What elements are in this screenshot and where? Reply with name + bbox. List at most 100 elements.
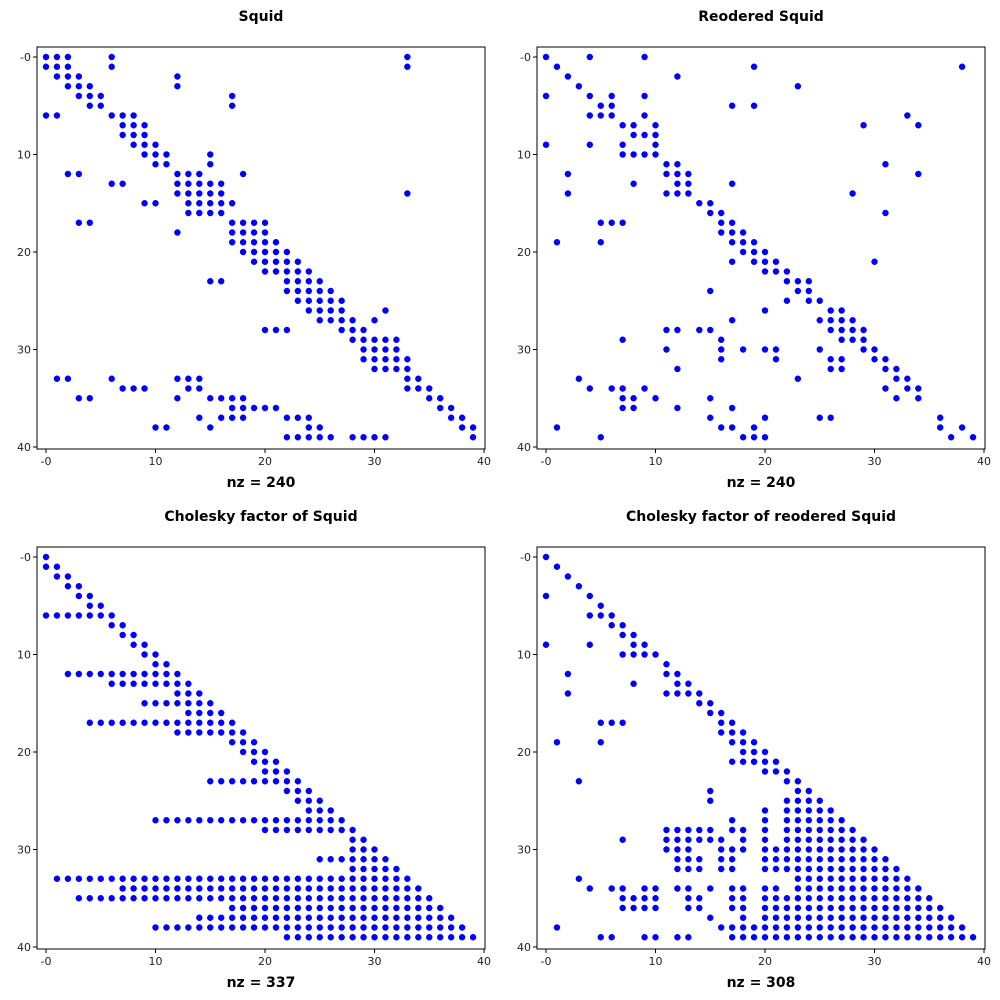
- nonzero-point: [239, 748, 247, 756]
- nonzero-point: [608, 612, 615, 619]
- nonzero-point: [707, 395, 714, 402]
- nonzero-point: [294, 875, 302, 882]
- nonzero-point: [904, 934, 911, 941]
- nonzero-point: [218, 209, 225, 217]
- nonzero-point: [575, 375, 583, 382]
- nonzero-point: [882, 904, 889, 912]
- nonzero-point: [196, 385, 203, 392]
- nonzero-point: [42, 612, 50, 619]
- nonzero-point: [108, 375, 115, 382]
- nonzero-point: [382, 924, 389, 931]
- nonzero-point: [761, 414, 769, 421]
- nonzero-point: [272, 758, 280, 765]
- nonzero-point: [619, 404, 626, 412]
- nonzero-point: [794, 904, 802, 912]
- x-tick-label: 30: [368, 455, 382, 468]
- nonzero-point: [674, 865, 681, 873]
- nonzero-point: [915, 170, 922, 178]
- nonzero-point: [838, 934, 845, 941]
- nonzero-point: [728, 885, 736, 892]
- nonzero-point: [685, 895, 692, 902]
- nonzero-point: [882, 914, 889, 921]
- nonzero-point: [294, 787, 302, 795]
- nonzero-point: [64, 83, 72, 90]
- nonzero-point: [728, 895, 736, 902]
- nonzero-point: [772, 258, 780, 265]
- nonzero-point: [382, 895, 389, 902]
- nonzero-point: [893, 885, 900, 892]
- nonzero-point: [674, 170, 681, 178]
- nonzero-point: [163, 875, 170, 882]
- nonzero-point: [772, 934, 780, 941]
- nonzero-point: [794, 826, 802, 834]
- nonzero-point: [937, 924, 944, 931]
- nonzero-point: [816, 856, 823, 863]
- nonzero-point: [228, 414, 236, 421]
- nonzero-point: [141, 895, 148, 902]
- chart-title: Squid: [238, 9, 284, 25]
- nonzero-point: [86, 670, 94, 678]
- nonzero-point: [437, 934, 444, 941]
- nonzero-point: [937, 934, 944, 941]
- nonzero-point: [261, 748, 269, 756]
- nonzero-point: [805, 287, 812, 295]
- nonzero-point: [207, 885, 214, 892]
- nonzero-point: [305, 797, 312, 804]
- nonzero-point: [272, 768, 280, 775]
- nonzero-point: [630, 680, 637, 687]
- nonzero-point: [739, 904, 747, 912]
- nonzero-point: [630, 895, 637, 902]
- nonzero-point: [294, 287, 302, 295]
- nonzero-point: [360, 836, 367, 843]
- nonzero-point: [272, 924, 280, 931]
- nonzero-point: [75, 612, 83, 619]
- nonzero-point: [185, 729, 192, 736]
- nonzero-point: [97, 92, 104, 100]
- nonzero-point: [207, 180, 214, 187]
- nonzero-point: [685, 170, 692, 178]
- nonzero-point: [53, 612, 61, 619]
- nonzero-point: [218, 719, 225, 726]
- nonzero-point: [218, 885, 225, 892]
- nonzero-point: [827, 807, 834, 814]
- nonzero-point: [174, 680, 181, 687]
- nonzero-point: [305, 787, 312, 795]
- nonzero-point: [415, 914, 422, 921]
- nonzero-point: [272, 885, 280, 892]
- nonzero-point: [893, 895, 900, 902]
- nonzero-point: [469, 434, 477, 441]
- nonzero-point: [349, 924, 356, 931]
- nonzero-point: [728, 317, 736, 324]
- x-axis-label: nz = 308: [726, 975, 796, 991]
- nonzero-point: [152, 895, 159, 902]
- nonzero-point: [849, 895, 856, 902]
- nonzero-point: [261, 229, 269, 236]
- nonzero-point: [228, 102, 236, 109]
- nonzero-point: [685, 826, 692, 834]
- nonzero-point: [108, 719, 115, 726]
- nonzero-point: [597, 612, 604, 619]
- nonzero-point: [53, 112, 61, 119]
- nonzero-point: [371, 914, 378, 921]
- nonzero-point: [608, 92, 615, 100]
- nonzero-point: [404, 904, 411, 912]
- nonzero-point: [663, 670, 670, 678]
- nonzero-point: [404, 885, 411, 892]
- nonzero-point: [207, 817, 214, 824]
- nonzero-point: [305, 307, 312, 314]
- nonzero-point: [860, 924, 867, 931]
- nonzero-point: [794, 895, 802, 902]
- nonzero-point: [86, 83, 94, 90]
- nonzero-point: [228, 778, 236, 785]
- nonzero-point: [816, 865, 823, 873]
- nonzero-point: [185, 700, 192, 707]
- nonzero-point: [163, 885, 170, 892]
- x-axis-label: nz = 240: [226, 475, 296, 491]
- nonzero-point: [882, 161, 889, 168]
- nonzero-point: [218, 190, 225, 197]
- nonzero-point: [108, 612, 115, 619]
- nonzero-point: [239, 395, 247, 402]
- nonzero-point: [871, 924, 878, 931]
- nonzero-point: [415, 904, 422, 912]
- nonzero-point: [597, 239, 604, 246]
